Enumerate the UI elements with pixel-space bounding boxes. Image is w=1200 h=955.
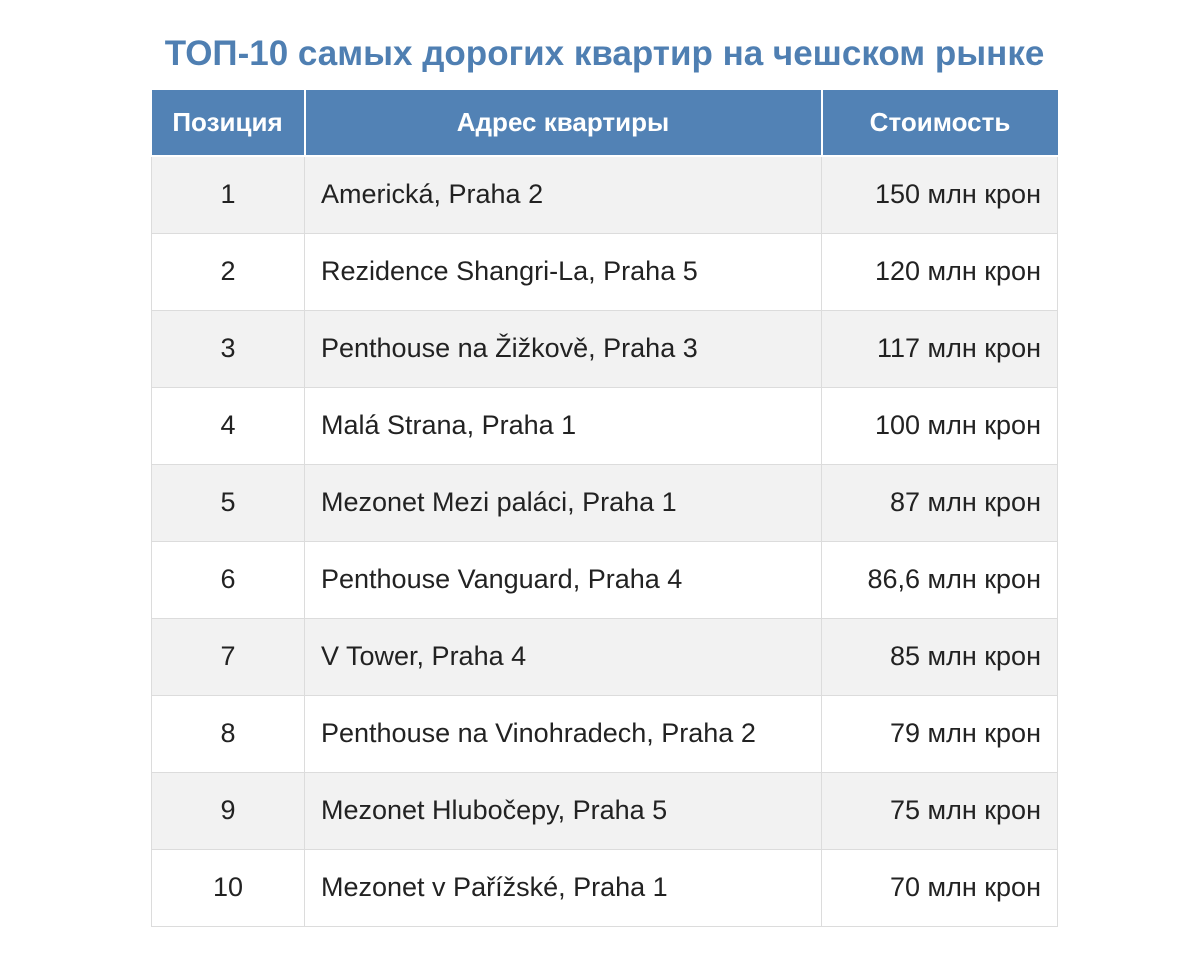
header-price: Стоимость xyxy=(821,90,1058,157)
cell-address: V Tower, Praha 4 xyxy=(304,617,822,696)
table-row: 5 Mezonet Mezi paláci, Praha 1 87 млн кр… xyxy=(151,463,1058,542)
table-header: Позиция Адрес квартиры Стоимость xyxy=(151,90,1058,157)
cell-position: 5 xyxy=(151,463,305,542)
cell-position: 10 xyxy=(151,848,305,927)
cell-address: Malá Strana, Praha 1 xyxy=(304,386,822,465)
cell-address: Mezonet Hlubočepy, Praha 5 xyxy=(304,771,822,850)
header-row: Позиция Адрес квартиры Стоимость xyxy=(151,90,1058,157)
cell-address: Penthouse na Vinohradech, Praha 2 xyxy=(304,694,822,773)
table-row: 2 Rezidence Shangri-La, Praha 5 120 млн … xyxy=(151,232,1058,311)
header-position: Позиция xyxy=(151,90,306,157)
cell-price: 150 млн крон xyxy=(821,155,1058,234)
cell-price: 86,6 млн крон xyxy=(821,540,1058,619)
table-row: 7 V Tower, Praha 4 85 млн крон xyxy=(151,617,1058,696)
table-row: 9 Mezonet Hlubočepy, Praha 5 75 млн крон xyxy=(151,771,1058,850)
cell-address: Mezonet v Pařížské, Praha 1 xyxy=(304,848,822,927)
apartments-table: Позиция Адрес квартиры Стоимость 1 Ameri… xyxy=(151,90,1058,927)
cell-price: 79 млн крон xyxy=(821,694,1058,773)
cell-position: 1 xyxy=(151,155,305,234)
cell-price: 87 млн крон xyxy=(821,463,1058,542)
cell-price: 117 млн крон xyxy=(821,309,1058,388)
cell-price: 75 млн крон xyxy=(821,771,1058,850)
header-address: Адрес квартиры xyxy=(304,90,823,157)
table-row: 6 Penthouse Vanguard, Praha 4 86,6 млн к… xyxy=(151,540,1058,619)
cell-position: 6 xyxy=(151,540,305,619)
cell-price: 85 млн крон xyxy=(821,617,1058,696)
cell-price: 70 млн крон xyxy=(821,848,1058,927)
cell-position: 9 xyxy=(151,771,305,850)
cell-position: 7 xyxy=(151,617,305,696)
cell-position: 8 xyxy=(151,694,305,773)
cell-address: Americká, Praha 2 xyxy=(304,155,822,234)
cell-address: Rezidence Shangri-La, Praha 5 xyxy=(304,232,822,311)
cell-position: 2 xyxy=(151,232,305,311)
table-row: 3 Penthouse na Žižkově, Praha 3 117 млн … xyxy=(151,309,1058,388)
page-title: ТОП-10 самых дорогих квартир на чешском … xyxy=(164,34,1045,73)
table-row: 10 Mezonet v Pařížské, Praha 1 70 млн кр… xyxy=(151,848,1058,927)
cell-position: 3 xyxy=(151,309,305,388)
table-row: 1 Americká, Praha 2 150 млн крон xyxy=(151,155,1058,234)
cell-address: Penthouse Vanguard, Praha 4 xyxy=(304,540,822,619)
table-body: 1 Americká, Praha 2 150 млн крон 2 Rezid… xyxy=(151,155,1058,927)
cell-price: 120 млн крон xyxy=(821,232,1058,311)
cell-address: Mezonet Mezi paláci, Praha 1 xyxy=(304,463,822,542)
table-row: 4 Malá Strana, Praha 1 100 млн крон xyxy=(151,386,1058,465)
cell-price: 100 млн крон xyxy=(821,386,1058,465)
cell-address: Penthouse na Žižkově, Praha 3 xyxy=(304,309,822,388)
cell-position: 4 xyxy=(151,386,305,465)
table-row: 8 Penthouse na Vinohradech, Praha 2 79 м… xyxy=(151,694,1058,773)
